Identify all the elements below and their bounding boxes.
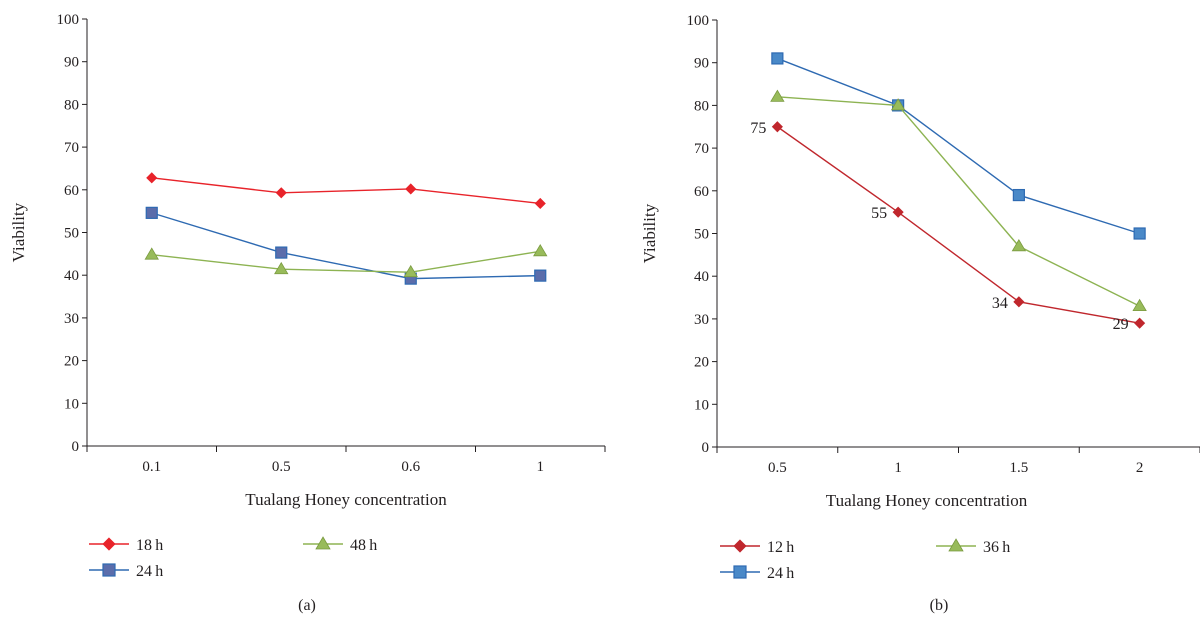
legend-marker (102, 537, 116, 551)
data-label: 29 (1113, 316, 1129, 333)
data-point (1134, 317, 1146, 329)
panel-label: (a) (298, 597, 316, 614)
x-tick-label: 0.5 (272, 459, 291, 475)
series-24h (771, 52, 1146, 240)
series-line (777, 96, 1140, 307)
data-point (534, 269, 547, 282)
data-point (405, 183, 417, 195)
data-point (890, 98, 906, 111)
chart-panel-b: 0 10 20 30 40 50 60 70 80 90 100 0.5 1 1.5 2 Tualang Ho… (640, 13, 1200, 614)
legend-label: 24 h (136, 563, 163, 580)
y-tick-label: 10 (64, 396, 79, 412)
legend-item: 18 h (89, 537, 163, 554)
x-tick-label: 1 (894, 460, 902, 476)
y-axis-title: Viability (640, 203, 659, 263)
data-point (1012, 188, 1025, 202)
legend-item: 12 h (720, 539, 794, 556)
series-line (151, 177, 541, 205)
y-tick-label: 60 (64, 183, 79, 199)
data-label: 55 (871, 205, 887, 222)
series-36h (770, 89, 1147, 311)
y-tick-label: 80 (64, 97, 79, 113)
series-line (776, 126, 1140, 324)
legend-marker (733, 539, 747, 553)
data-point (771, 52, 784, 65)
x-tick-label: 1 (537, 459, 545, 475)
y-tick-label: 100 (57, 12, 80, 28)
y-tick-label: 50 (694, 227, 709, 243)
data-point (1013, 296, 1025, 308)
series-18h (146, 172, 546, 210)
data-point (770, 89, 785, 102)
x-axis-title: Tualang Honey concentration (826, 491, 1028, 510)
legend-marker (948, 538, 964, 552)
data-point (275, 187, 287, 199)
y-tick-label: 100 (687, 13, 710, 29)
y-tick-label: 70 (694, 141, 709, 157)
y-tick-label: 20 (694, 355, 709, 371)
legend-label: 12 h (767, 539, 794, 556)
y-tick-label: 90 (694, 56, 709, 72)
y-tick-label: 30 (694, 312, 709, 328)
data-point (1011, 239, 1027, 252)
y-tick-label: 0 (72, 439, 80, 455)
x-tick-label: 0.1 (142, 459, 161, 475)
legend-marker (315, 536, 331, 550)
y-tick-label: 90 (64, 55, 79, 71)
y-tick-label: 20 (64, 354, 79, 370)
legend-label: 36 h (983, 539, 1010, 556)
x-axis-title: Tualang Honey concentration (245, 490, 447, 509)
y-tick-label: 40 (64, 268, 79, 284)
legend-item: 24 h (89, 563, 163, 580)
data-point (274, 261, 289, 275)
series-12h: 75 55 34 29 (750, 120, 1146, 333)
y-tick-label: 70 (64, 140, 79, 156)
data-point (144, 247, 159, 260)
legend-label: 24 h (767, 565, 794, 582)
y-tick-label: 40 (694, 269, 709, 285)
panel-label: (b) (930, 597, 949, 614)
legend-item: 24 h (720, 565, 794, 582)
data-point (403, 264, 418, 278)
data-label: 75 (750, 120, 766, 137)
y-tick-label: 10 (694, 397, 709, 413)
data-label: 34 (992, 295, 1008, 312)
data-point (146, 172, 158, 184)
series-line (777, 57, 1140, 235)
x-tick-label: 2 (1136, 460, 1144, 476)
legend-label: 18 h (136, 537, 163, 554)
data-point (534, 197, 546, 210)
chart-panel-a: 0 10 20 30 40 50 60 70 80 90 100 0.1 0.5 0.6 1 Tualang … (9, 12, 606, 614)
legend-marker (733, 565, 747, 579)
data-point (145, 206, 158, 219)
series-line (151, 250, 541, 273)
data-point (771, 121, 783, 133)
y-axis-title: Viability (9, 202, 28, 262)
x-tick-label: 0.6 (401, 459, 420, 475)
x-tick-label: 0.5 (768, 460, 787, 476)
data-point (892, 206, 904, 218)
series-24h (145, 206, 547, 285)
series-line (151, 212, 541, 280)
data-point (275, 246, 288, 259)
y-tick-label: 0 (702, 440, 710, 456)
legend-item: 48 h (303, 536, 377, 554)
legend-marker (102, 563, 116, 577)
legend-label: 48 h (350, 537, 377, 554)
y-tick-label: 30 (64, 311, 79, 327)
y-tick-label: 80 (694, 98, 709, 114)
y-tick-label: 60 (694, 184, 709, 200)
data-point (1133, 227, 1146, 240)
x-tick-label: 1.5 (1010, 460, 1029, 476)
data-point (533, 244, 548, 257)
series-48h (144, 244, 548, 278)
data-point (1132, 298, 1147, 311)
y-tick-label: 50 (64, 226, 79, 242)
legend-item: 36 h (936, 538, 1010, 556)
